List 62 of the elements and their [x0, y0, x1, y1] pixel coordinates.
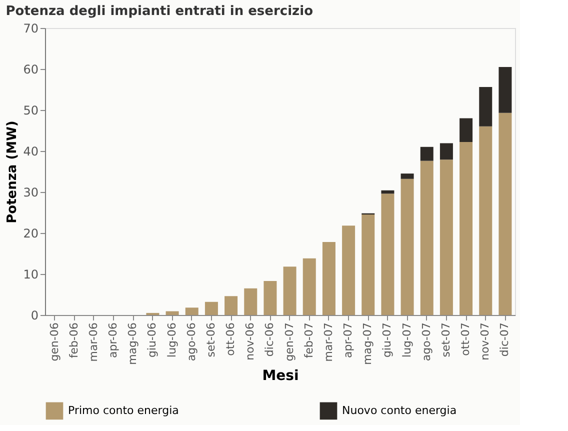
bar [400, 178, 414, 315]
x-tick-label: nov-07 [478, 322, 492, 360]
bar [283, 266, 296, 315]
x-tick-label: giu-07 [380, 322, 394, 358]
x-tick-label: giu-06 [146, 322, 159, 358]
x-tick-label: dic-07 [498, 322, 512, 357]
bar [498, 66, 512, 113]
bar [498, 112, 512, 315]
bar [460, 142, 473, 315]
bar [244, 288, 258, 315]
legend-label: Nuovo conto energia [342, 404, 457, 417]
bar [381, 194, 394, 315]
chart-title: Potenza degli impianti entrati in esercizio [6, 4, 314, 19]
bar [440, 160, 453, 315]
y-tick-label: 40 [23, 144, 38, 158]
x-tick-label: apr-06 [106, 322, 120, 358]
x-tick-label: ott-06 [224, 322, 238, 356]
bar [166, 311, 179, 315]
y-tick-label: 50 [23, 104, 38, 118]
y-tick-label: 60 [23, 62, 38, 76]
bar [224, 296, 238, 315]
bar [420, 146, 434, 161]
y-tick-label: 20 [23, 226, 38, 240]
x-tick-label: feb-06 [67, 322, 80, 358]
bar [264, 280, 277, 315]
x-tick-label: mar-07 [322, 322, 335, 362]
legend-label: Primo conto energia [68, 404, 179, 417]
x-tick-label: gen-06 [48, 322, 61, 362]
bar [420, 160, 434, 315]
bar [381, 190, 394, 194]
x-axis-title: Mesi [262, 368, 299, 384]
x-tick-label: lug-07 [400, 322, 414, 358]
bar [322, 242, 336, 315]
bar [400, 174, 414, 179]
x-tick-label: mag-06 [126, 322, 140, 365]
bar [185, 308, 198, 315]
x-tick-label: nov-06 [244, 322, 257, 360]
x-tick-label: mar-06 [86, 322, 100, 362]
x-tick-label: dic-06 [263, 322, 276, 357]
bar [302, 258, 316, 315]
x-tick-label: ago-07 [420, 322, 433, 362]
bar [479, 126, 492, 315]
y-axis-title: Potenza (MW) [5, 120, 20, 224]
y-tick-label: 0 [30, 308, 38, 322]
x-tick-label: feb-07 [302, 322, 316, 358]
bar [440, 143, 453, 160]
bar [479, 87, 492, 126]
x-tick-label: set-06 [204, 322, 218, 358]
x-tick-label: gen-07 [282, 322, 296, 362]
x-tick-label: ott-07 [459, 322, 472, 356]
x-tick-label: set-07 [439, 322, 452, 358]
x-tick-label: ago-06 [184, 322, 198, 362]
bar [460, 118, 473, 142]
x-tick-label: lug-06 [165, 322, 178, 358]
y-tick-label: 70 [23, 22, 38, 36]
bar [342, 226, 356, 315]
bar [204, 302, 218, 315]
y-tick-label: 10 [23, 268, 38, 282]
x-tick-label: apr-07 [342, 322, 355, 358]
y-tick-label: 30 [23, 186, 38, 200]
x-tick-label: mag-07 [361, 322, 374, 365]
bar [362, 214, 375, 315]
